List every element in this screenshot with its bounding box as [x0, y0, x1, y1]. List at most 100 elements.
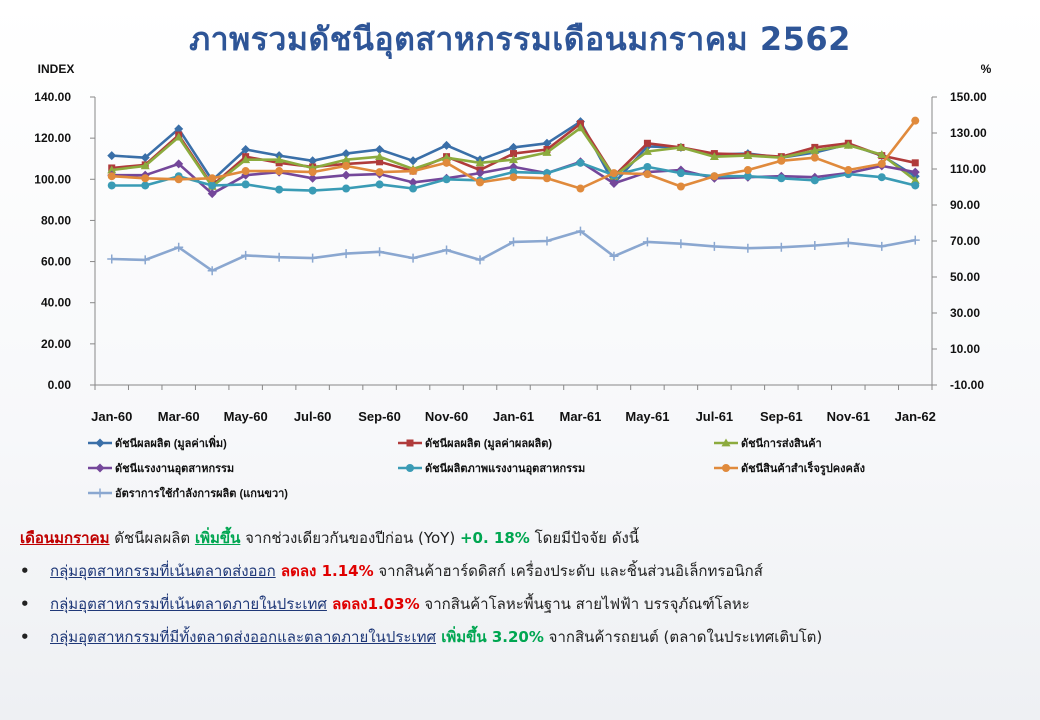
x-tick-label: Sep-60 [358, 409, 401, 424]
month-label: เดือนมกราคม [20, 529, 110, 547]
data-point [609, 178, 619, 188]
x-tick-label: May-60 [224, 409, 268, 424]
legend-label: ดัชนีแรงงานอุตสาหกรรม [115, 462, 234, 476]
data-point [642, 237, 652, 247]
data-point [676, 169, 685, 178]
data-point [676, 182, 685, 191]
data-point [376, 158, 384, 166]
data-point [743, 172, 752, 181]
export-group-label: กลุ่มอุตสาหกรรมที่เน้นตลาดส่งออก [50, 562, 276, 580]
left-tick-label: 140.00 [34, 90, 71, 104]
data-point [810, 241, 820, 250]
domestic-group-label: กลุ่มอุตสาหกรรมที่เน้นตลาดภายในประเทศ [50, 595, 327, 613]
data-point [509, 237, 518, 247]
data-point [174, 175, 183, 184]
data-point [810, 145, 820, 154]
data-point [308, 173, 318, 183]
bullet-domestic-group: • กลุ่มอุตสาหกรรมที่เน้นตลาดภายในประเทศ ล… [20, 591, 1030, 624]
legend-label: ดัชนีการส่งสินค้า [741, 437, 822, 450]
data-point [475, 158, 485, 167]
data-point [375, 168, 384, 177]
legend-label: ดัชนีผลผลิต (มูลค่าผลผลิต) [425, 437, 552, 451]
legend-label: ดัชนีผลผลิต (มูลค่าเพิ่ม) [115, 435, 227, 451]
data-point [743, 243, 753, 253]
data-point [542, 138, 552, 148]
data-point [341, 249, 351, 259]
headline-text-1: ดัชนีผลผลิต [109, 529, 195, 547]
data-point [140, 153, 150, 163]
data-point [442, 153, 452, 162]
right-tick-label: -10.00 [950, 378, 984, 392]
data-point [777, 174, 786, 183]
export-group-change: ลดลง 1.14% [275, 562, 374, 580]
data-point [408, 253, 418, 263]
right-tick-label: 110.00 [950, 162, 986, 176]
data-point [844, 166, 853, 175]
data-point [721, 438, 731, 447]
mixed-group-change: เพิ่มขึ้น 3.20% [436, 628, 544, 646]
x-tick-label: May-61 [625, 409, 669, 424]
data-point [375, 180, 384, 189]
data-point [777, 156, 786, 165]
data-point [107, 172, 116, 181]
right-tick-label: 30.00 [950, 306, 980, 320]
data-point [107, 151, 117, 161]
data-point [409, 167, 418, 176]
left-tick-label: 0.00 [48, 378, 72, 392]
data-point [910, 175, 920, 184]
left-tick-label: 100.00 [34, 172, 71, 186]
data-point [141, 181, 150, 190]
data-point [643, 170, 652, 179]
x-tick-label: Jan-62 [895, 409, 936, 424]
data-point [275, 185, 284, 194]
data-point [107, 165, 117, 174]
data-point [609, 169, 618, 178]
data-point [576, 184, 585, 193]
bullet-icon: • [20, 595, 30, 613]
data-point [843, 238, 853, 248]
data-point [207, 189, 217, 199]
export-group-detail: จากสินค้าฮาร์ดดิสก์ เครื่องประดับ และชิ้… [373, 562, 763, 580]
data-point [542, 174, 551, 183]
bullet-mixed-group: • กลุ่มอุตสาหกรรมที่มีทั้งตลาดส่งออกและตล… [20, 624, 1030, 657]
slide-title: ภาพรวมดัชนีอุตสาหกรรมเดือนมกราคม 2562 [189, 20, 851, 58]
data-point [308, 168, 317, 177]
series-line [111, 229, 916, 273]
data-point [722, 464, 730, 472]
data-point [877, 159, 886, 168]
data-point [442, 140, 452, 150]
mixed-group-label: กลุ่มอุตสาหกรรมที่มีทั้งตลาดส่งออกและตลา… [50, 628, 436, 646]
right-tick-label: 50.00 [950, 270, 980, 284]
data-point [911, 181, 920, 190]
right-tick-label: 10.00 [950, 342, 980, 356]
x-tick-label: Jul-61 [696, 409, 734, 424]
data-point [174, 242, 184, 252]
data-point [575, 226, 585, 236]
left-tick-label: 40.00 [41, 296, 71, 310]
data-point [95, 488, 105, 498]
data-point [408, 156, 418, 166]
bullet-icon: • [20, 562, 30, 580]
data-point [442, 175, 451, 184]
data-point [542, 236, 552, 246]
data-point [643, 139, 651, 147]
left-axis-label: INDEX [38, 62, 75, 76]
legend-label: ดัชนีสินค้าสำเร็จรูปคงคลัง [741, 461, 865, 476]
x-tick-label: Mar-60 [158, 409, 200, 424]
data-point [709, 152, 719, 161]
data-point [776, 242, 786, 252]
data-point [141, 174, 150, 183]
data-point [241, 167, 250, 176]
data-point [476, 178, 485, 187]
data-point [442, 158, 451, 167]
data-point [710, 172, 719, 181]
data-point [475, 168, 485, 178]
data-point [275, 167, 284, 176]
data-point [877, 150, 887, 158]
legend-label: ดัชนีผลิตภาพแรงงานอุตสาหกรรม [425, 462, 585, 476]
data-point [576, 158, 585, 167]
data-point [910, 167, 920, 177]
data-point [642, 147, 652, 155]
right-tick-label: 130.00 [950, 126, 987, 140]
